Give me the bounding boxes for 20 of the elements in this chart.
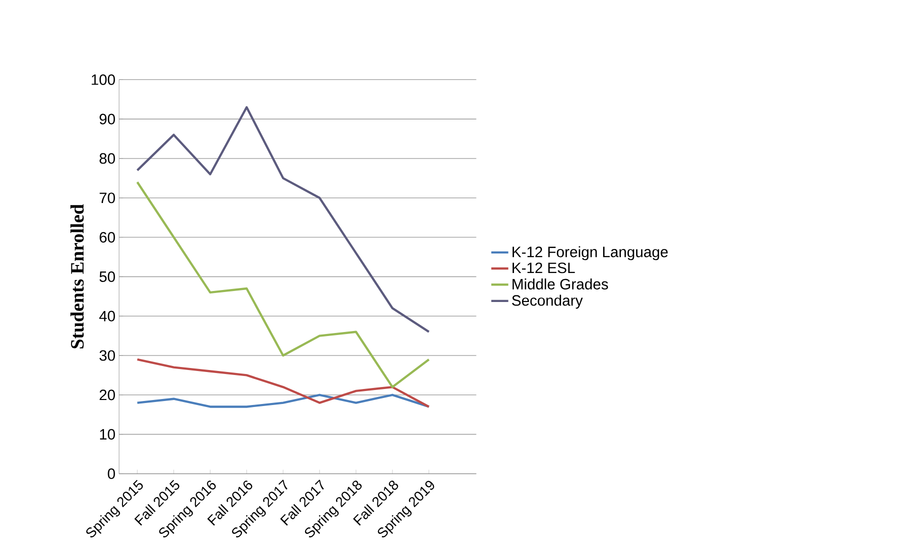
y-tick-label: 0 [108,468,115,480]
line-series [136,181,430,388]
y-tick-label: 100 [92,74,115,85]
y-tick-label: 60 [100,232,115,243]
y-tick-label: 10 [100,429,115,440]
y-tick-label: 80 [100,153,115,164]
y-tick-label: 20 [100,390,115,400]
y-tick-label: 50 [100,271,115,282]
y-tick-label: 40 [99,310,115,322]
y-axis-title: Students Enrolled [70,204,84,348]
line-series [136,106,430,333]
legend-label: K-12 ESL [512,262,575,274]
legend-label: K-12 Foreign Language [512,246,668,260]
legend-label: Middle Grades [512,278,608,290]
y-tick-label: 70 [100,192,115,204]
y-tick-label: 90 [100,114,115,124]
line-series [136,358,430,408]
line-series [136,394,430,408]
legend-label: Secondary [512,294,583,309]
y-tick-label: 30 [99,350,115,361]
